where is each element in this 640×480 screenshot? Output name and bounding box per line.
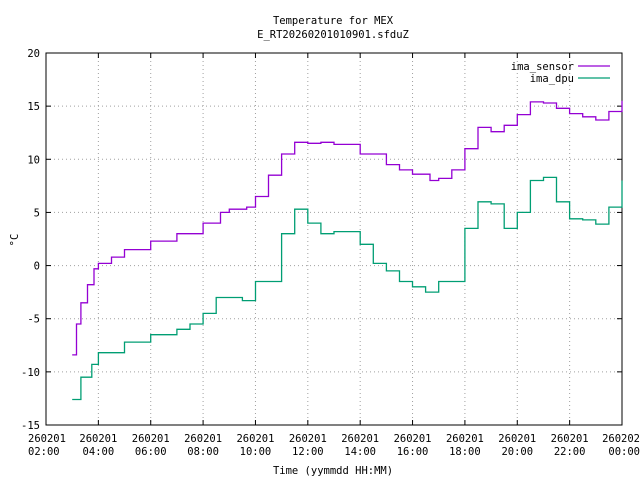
x-tick-label-date: 260201 bbox=[341, 433, 379, 445]
x-tick-label-date: 260201 bbox=[132, 433, 170, 445]
x-tick-label-date: 260201 bbox=[498, 433, 536, 445]
x-tick-label-time: 02:00 bbox=[28, 446, 60, 458]
x-tick-label-time: 00:00 bbox=[608, 446, 640, 458]
x-tick-label-date: 260201 bbox=[184, 433, 222, 445]
x-tick-label-date: 260201 bbox=[236, 433, 274, 445]
x-tick-label-time: 06:00 bbox=[135, 446, 167, 458]
gridlines bbox=[46, 53, 622, 425]
x-tick-label-date: 260201 bbox=[289, 433, 327, 445]
legend-label: ima_sensor bbox=[511, 61, 574, 73]
x-tick-label-date: 260201 bbox=[551, 433, 589, 445]
plot-border bbox=[45, 52, 623, 426]
y-tick-label: 0 bbox=[34, 261, 40, 273]
x-tick-label-time: 08:00 bbox=[187, 446, 219, 458]
chart-title: Temperature for MEX bbox=[273, 15, 394, 27]
x-tick-label-time: 16:00 bbox=[397, 446, 429, 458]
x-tick-label-time: 10:00 bbox=[240, 446, 272, 458]
x-tick-label-date: 260201 bbox=[28, 433, 66, 445]
x-tick-label-time: 18:00 bbox=[449, 446, 481, 458]
chart-subtitle: E_RT20260201010901.sfduZ bbox=[257, 29, 409, 41]
y-tick-label: 10 bbox=[27, 154, 40, 166]
y-tick-label: 5 bbox=[34, 207, 40, 219]
y-tick-label: -10 bbox=[21, 367, 40, 379]
x-tick-label-date: 260201 bbox=[394, 433, 432, 445]
series-line-ima-sensor bbox=[72, 100, 623, 356]
x-tick-label-date: 260202 bbox=[602, 433, 640, 445]
y-tick-label: 20 bbox=[27, 48, 40, 60]
y-tick-label: -5 bbox=[27, 314, 40, 326]
series-layer bbox=[72, 100, 623, 401]
series-line-ima-dpu bbox=[72, 176, 623, 401]
x-tick-label-time: 14:00 bbox=[344, 446, 376, 458]
y-axis-label: °C bbox=[9, 234, 21, 247]
x-axis-label: Time (yymmdd HH:MM) bbox=[273, 465, 393, 477]
x-tick-label-date: 260201 bbox=[446, 433, 484, 445]
x-tick-label-time: 12:00 bbox=[292, 446, 324, 458]
y-tick-label: -15 bbox=[21, 420, 40, 432]
x-tick-label-date: 260201 bbox=[79, 433, 117, 445]
legend-label: ima_dpu bbox=[530, 73, 574, 85]
x-tick-label-time: 22:00 bbox=[554, 446, 586, 458]
x-tick-label-time: 04:00 bbox=[83, 446, 115, 458]
x-tick-label-time: 20:00 bbox=[501, 446, 533, 458]
axes: -15-10-50510152026020102:0026020104:0026… bbox=[21, 48, 640, 458]
y-tick-label: 15 bbox=[27, 101, 40, 113]
